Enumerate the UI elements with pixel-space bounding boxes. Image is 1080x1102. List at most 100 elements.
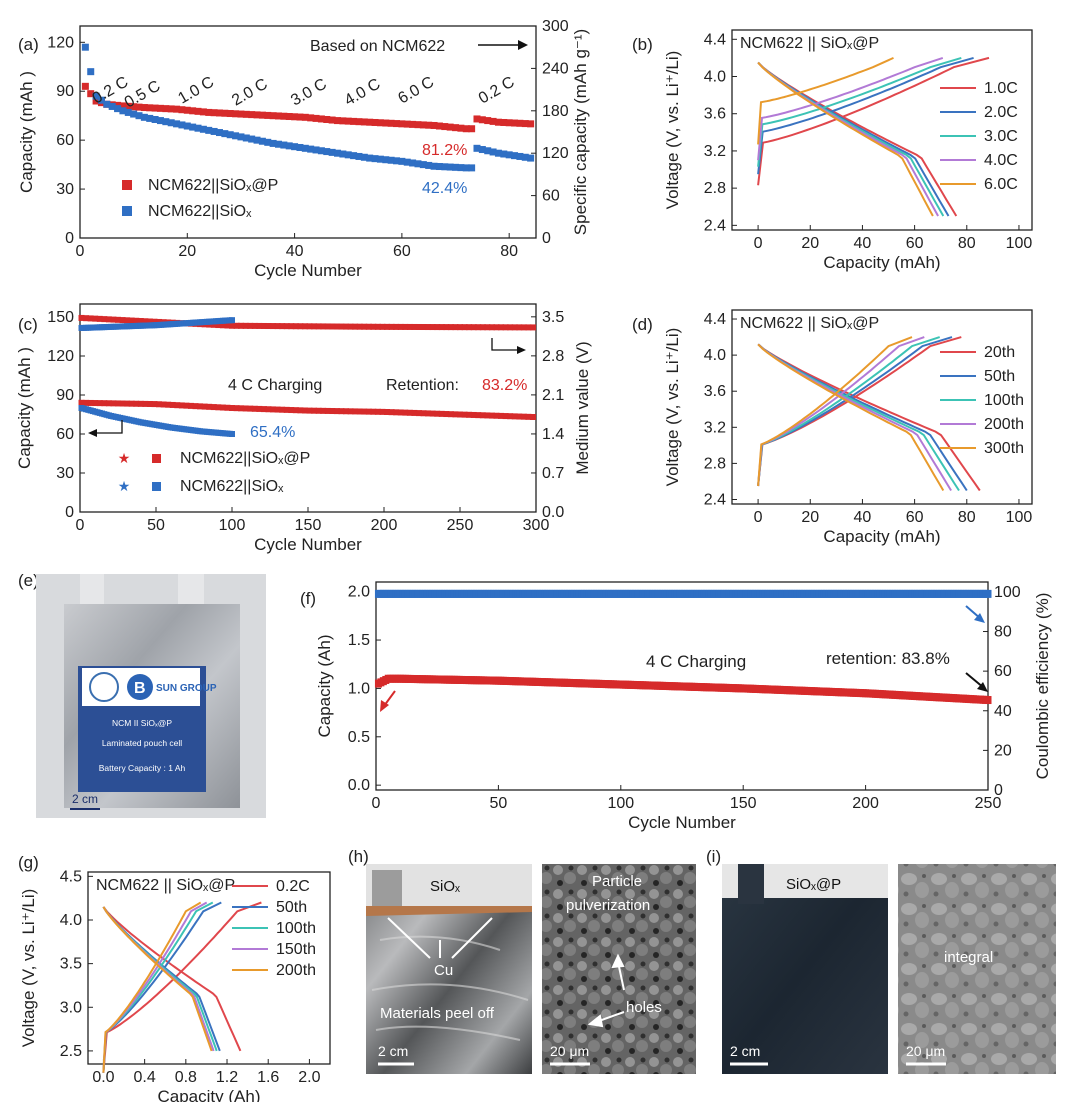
c-point (529, 324, 536, 331)
c-point (388, 323, 395, 330)
a-point-siox (119, 107, 127, 115)
c-point (338, 323, 345, 330)
a-point-sioxp (296, 113, 304, 121)
f-x-tick-label: 250 (975, 795, 1002, 812)
c-x-tick-label: 200 (371, 517, 398, 534)
a-point-siox (516, 152, 524, 160)
a-point-siox (414, 160, 422, 168)
c-point (137, 400, 144, 407)
c-y2-tick-label: 3.5 (542, 309, 564, 326)
a-point-sioxp (468, 125, 476, 133)
c-point (292, 407, 299, 414)
a-y2-tick-label: 240 (542, 60, 569, 77)
c-point (151, 401, 158, 408)
cu-arrows (387, 917, 493, 959)
c-point (333, 408, 340, 415)
pouch-label-line3: Battery Capacity : 1 Ah (99, 763, 186, 773)
g-x-tick-label: 0.4 (134, 1069, 156, 1086)
g-y-tick-label: 2.5 (60, 1043, 82, 1060)
f-y-tick-label: 2.0 (348, 584, 370, 601)
pouch-label-line1: NCM II SiOₓ@P (112, 718, 172, 728)
c-point (311, 407, 318, 414)
c-axis-arrows (88, 338, 526, 437)
c-point (429, 410, 436, 417)
a-rate-label: 3.0 C (288, 76, 330, 110)
c-point (443, 324, 450, 331)
c-y2-tick-label: 1.4 (542, 426, 564, 443)
a-point-siox (173, 120, 181, 128)
g-x-tick-label: 1.2 (216, 1069, 238, 1086)
c-legend-label: NCM622||SiOₓ@P (180, 450, 310, 467)
c-point (197, 403, 204, 410)
c-point (169, 401, 176, 408)
c-point (479, 412, 486, 419)
a-point-siox (350, 152, 358, 160)
a-point-sioxp (435, 122, 443, 130)
d-legend-label: 50th (984, 368, 1015, 385)
c-point (466, 324, 473, 331)
a-y2-tick-label: 60 (542, 188, 560, 205)
a-point-sioxp (446, 123, 454, 131)
a-point-sioxp (119, 102, 127, 110)
c-point (83, 315, 90, 322)
a-x-tick-label: 60 (393, 243, 411, 260)
g-legend-label: 200th (276, 962, 316, 979)
c-point (183, 402, 190, 409)
a-legend-marker (122, 206, 132, 216)
g-charge-curve (102, 901, 202, 1073)
a-point-sioxp (403, 120, 411, 128)
b-discharge-curve (757, 61, 934, 217)
a-point-siox (382, 156, 390, 164)
a-point-sioxp (505, 119, 513, 127)
a-point-siox (344, 151, 352, 159)
c-x-axis-label: Cycle Number (254, 535, 362, 554)
c-legend-square (152, 454, 161, 463)
a-x-tick-label: 80 (500, 243, 518, 260)
a-point-sioxp (92, 97, 100, 105)
d-x-tick-label: 20 (801, 509, 819, 526)
a-point-siox (425, 161, 433, 169)
a-point-sioxp (135, 103, 143, 111)
c-point (397, 323, 404, 330)
c-point (178, 402, 185, 409)
a-point-siox (199, 125, 207, 133)
c-point (101, 316, 108, 323)
c-point (265, 323, 272, 330)
g-discharge-curve (102, 906, 242, 1052)
c-point (256, 322, 263, 329)
a-point-siox (312, 146, 320, 154)
c-point (493, 412, 500, 419)
d-plot-frame (731, 309, 1033, 505)
a-point-sioxp (242, 110, 250, 118)
c-point (83, 399, 90, 406)
c-point (229, 322, 235, 329)
c-point (119, 317, 126, 324)
c-point (288, 407, 295, 414)
c-point (420, 410, 427, 417)
c-point (87, 399, 94, 406)
b-x-tick-label: 60 (906, 235, 924, 252)
pouch-cell-photo: B SUN GROUP NCM II SiOₓ@P Laminated pouc… (36, 574, 266, 818)
c-point (270, 323, 277, 330)
a-point-sioxp (312, 114, 320, 122)
c-point (297, 407, 304, 414)
f-point (984, 589, 992, 598)
c-point (215, 322, 222, 329)
c-point (511, 324, 518, 331)
peel-label: Materials peel off (380, 1005, 495, 1022)
c-point (233, 322, 240, 329)
c-point (92, 400, 99, 407)
a-point-sioxp (81, 82, 89, 90)
d-y-tick-label: 2.4 (704, 491, 726, 508)
c-point (101, 400, 108, 407)
g-x-tick-label: 1.6 (257, 1069, 279, 1086)
a-point-siox (87, 68, 95, 76)
c-point (146, 318, 153, 325)
d-x-axis-label: Capacity (mAh) (823, 527, 940, 546)
c-point (415, 410, 422, 417)
a-point-siox (156, 117, 164, 125)
a-point-sioxp (473, 115, 481, 123)
c-point (452, 411, 459, 418)
f-x-tick-label: 50 (490, 795, 508, 812)
a-point-siox (237, 133, 245, 141)
